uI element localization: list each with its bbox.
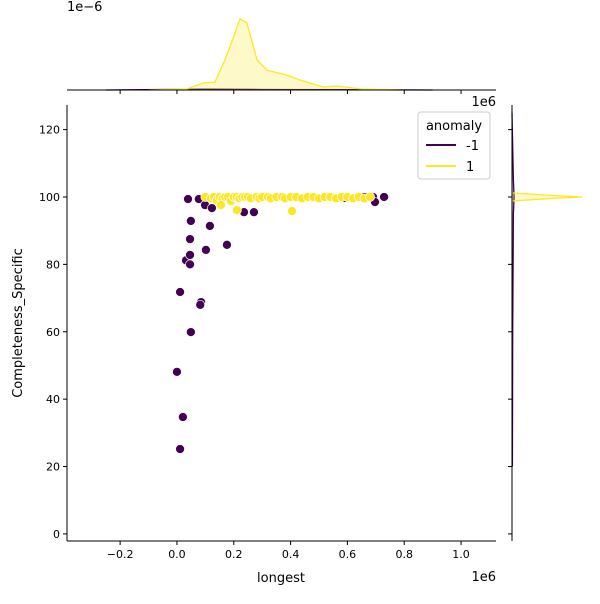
scatter-point-anomaly-neg1 xyxy=(186,216,196,226)
scatter-point-anomaly-neg1 xyxy=(185,250,195,260)
top-marginal-y-offset-label: 1e−6 xyxy=(67,0,102,15)
scatter-point-anomaly-neg1 xyxy=(379,192,389,202)
kde-fill-1 xyxy=(148,18,405,90)
scatter-point-anomaly-neg1 xyxy=(201,245,211,255)
scatter-point-anomaly-neg1 xyxy=(185,259,195,270)
legend-label-neg1: -1 xyxy=(466,139,479,154)
right-marginal-axes xyxy=(508,105,583,541)
legend: anomaly -1 1 xyxy=(417,111,491,180)
scatter-point-anomaly-neg1 xyxy=(178,412,188,422)
scatter-point-anomaly-neg1 xyxy=(175,287,185,297)
right-kde-fill-1 xyxy=(512,192,582,202)
y-tick-label: 40 xyxy=(46,393,60,406)
scatter-point-anomaly-pos1 xyxy=(365,192,375,202)
scatter-point-anomaly-neg1 xyxy=(195,299,206,310)
main-scatter-axes: −0.2 0.0 0.2 0.4 0.6 0.8 1.0 0 20 40 60 80 100 120 xyxy=(39,105,496,561)
x-tick-label: 0.2 xyxy=(225,548,243,561)
right-kde-line-1 xyxy=(511,192,583,202)
x-tick-label: 0.8 xyxy=(395,548,413,561)
scatter-point-anomaly-neg1 xyxy=(175,444,185,454)
top-marginal-axes xyxy=(67,18,496,94)
x-tick-label: 0.4 xyxy=(282,548,300,561)
y-tick-label: 100 xyxy=(39,191,60,204)
y-tick-label: 120 xyxy=(39,124,60,137)
kde-line-1 xyxy=(148,18,405,91)
top-marginal-x-offset-label: 1e6 xyxy=(471,95,496,110)
scatter-point-anomaly-neg1 xyxy=(186,327,196,337)
x-axis-label: longest xyxy=(257,571,305,586)
x-tick-label: 1.0 xyxy=(452,548,470,561)
scatter-point-anomaly-pos1 xyxy=(287,206,297,216)
legend-label-pos1: 1 xyxy=(466,160,474,175)
y-tick-label: 0 xyxy=(53,528,60,541)
scatter-point-anomaly-neg1 xyxy=(183,194,193,204)
x-offset-label: 1e6 xyxy=(471,570,496,585)
right-kde-line--1 xyxy=(511,112,515,467)
scatter-point-anomaly-neg1 xyxy=(205,221,215,231)
x-tick-label: −0.2 xyxy=(107,548,134,561)
y-tick-label: 60 xyxy=(46,326,60,339)
scatter-point-anomaly-neg1 xyxy=(249,207,259,217)
x-tick-label: 0.0 xyxy=(168,548,186,561)
scatter-point-anomaly-pos1 xyxy=(216,200,226,210)
scatter-point-anomaly-neg1 xyxy=(222,239,232,250)
scatter-point-anomaly-neg1 xyxy=(172,367,182,377)
y-tick-label: 80 xyxy=(46,258,60,271)
scatter-point-anomaly-neg1 xyxy=(207,203,217,213)
x-tick-label: 0.6 xyxy=(339,548,357,561)
scatter-point-anomaly-pos1 xyxy=(232,205,242,215)
legend-title: anomaly xyxy=(426,119,482,134)
y-tick-label: 20 xyxy=(46,461,60,474)
y-axis-label: Completeness_Specific xyxy=(11,248,26,398)
scatter-point-anomaly-neg1 xyxy=(185,234,195,244)
